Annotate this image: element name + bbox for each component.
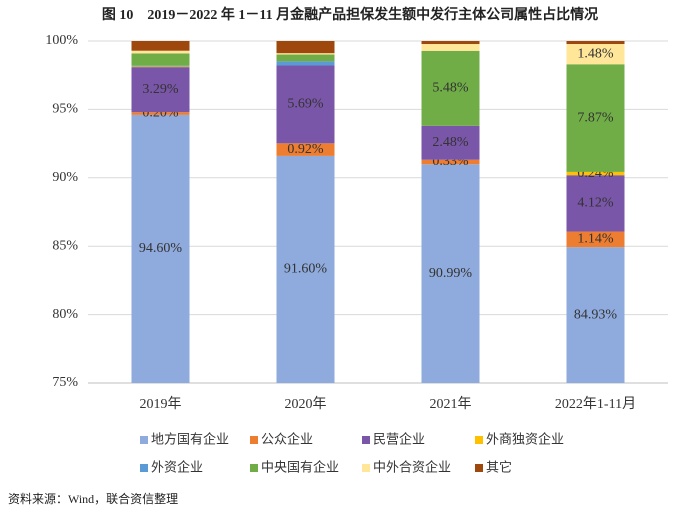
bar-segment	[421, 44, 480, 51]
x-tick-label: 2019年	[140, 396, 182, 412]
data-label: 3.29%	[142, 82, 179, 97]
legend-swatch	[362, 436, 370, 444]
x-tick-label: 2021年	[430, 396, 472, 412]
legend-label: 公众企业	[261, 432, 313, 448]
data-label: 0.92%	[287, 142, 324, 157]
bar-segment	[131, 53, 190, 66]
legend-label: 地方国有企业	[151, 432, 229, 448]
legend-label: 外商独资企业	[486, 432, 564, 448]
data-label: 4.12%	[577, 196, 614, 211]
x-tick-label: 2022年1-11月	[555, 396, 636, 412]
bar-segment	[566, 171, 625, 176]
data-label: 91.60%	[284, 262, 328, 277]
legend-label: 中央国有企业	[261, 460, 339, 476]
data-label: 2.48%	[432, 135, 469, 150]
legend-swatch	[475, 436, 483, 444]
bar-segment	[131, 65, 190, 67]
data-label: 90.99%	[429, 266, 473, 281]
bar-segment	[421, 50, 480, 126]
legend-label: 民营企业	[373, 432, 425, 448]
legend-swatch	[140, 436, 148, 444]
data-label: 5.69%	[287, 97, 324, 112]
bar-segment	[131, 67, 190, 113]
bar-segment	[131, 112, 190, 115]
bar-segment	[276, 41, 335, 54]
bar-segment	[566, 231, 625, 248]
bar-segment	[566, 64, 625, 172]
data-label: 1.14%	[577, 232, 614, 247]
bar-segment	[421, 159, 480, 165]
data-label: 84.93%	[574, 307, 618, 322]
bar-segment	[131, 114, 190, 383]
bar-segment	[421, 41, 480, 45]
data-label: 5.48%	[432, 81, 469, 96]
legend-swatch	[250, 436, 258, 444]
bar-segment	[566, 44, 625, 65]
bar-segment	[276, 155, 335, 383]
legend-label: 中外合资企业	[373, 460, 451, 476]
y-tick-label: 75%	[52, 375, 78, 390]
bar-segment	[276, 54, 335, 62]
legend-label: 其它	[486, 460, 512, 476]
bar-segment	[276, 61, 335, 66]
source-note: 资料来源：Wind，联合资信整理	[8, 491, 178, 506]
chart-title: 图 10 2019－2022 年 1－11 月金融产品担保发生额中发行主体公司属…	[102, 6, 598, 23]
bar-segment	[276, 53, 335, 55]
data-label: 7.87%	[577, 110, 614, 125]
data-label: 94.60%	[139, 241, 183, 256]
legend-swatch	[250, 464, 258, 472]
legend-swatch	[475, 464, 483, 472]
bar-segment	[566, 175, 625, 232]
bar-segment	[566, 41, 625, 45]
y-tick-label: 90%	[52, 170, 78, 185]
y-tick-label: 95%	[52, 102, 78, 117]
data-label: 1.48%	[577, 46, 614, 61]
bar-segment	[421, 125, 480, 160]
y-tick-label: 100%	[45, 33, 78, 48]
bar-segment	[131, 50, 190, 54]
legend-swatch	[362, 464, 370, 472]
bar-segment	[131, 41, 190, 51]
legend-swatch	[140, 464, 148, 472]
bar-segment	[276, 143, 335, 156]
y-tick-label: 80%	[52, 307, 78, 322]
x-tick-label: 2020年	[285, 396, 327, 412]
legend-label: 外资企业	[151, 460, 203, 476]
bar-segment	[566, 247, 625, 383]
bar-segment	[421, 164, 480, 383]
bar-segment	[276, 65, 335, 144]
bar-segment	[131, 66, 190, 68]
y-tick-label: 85%	[52, 238, 78, 253]
